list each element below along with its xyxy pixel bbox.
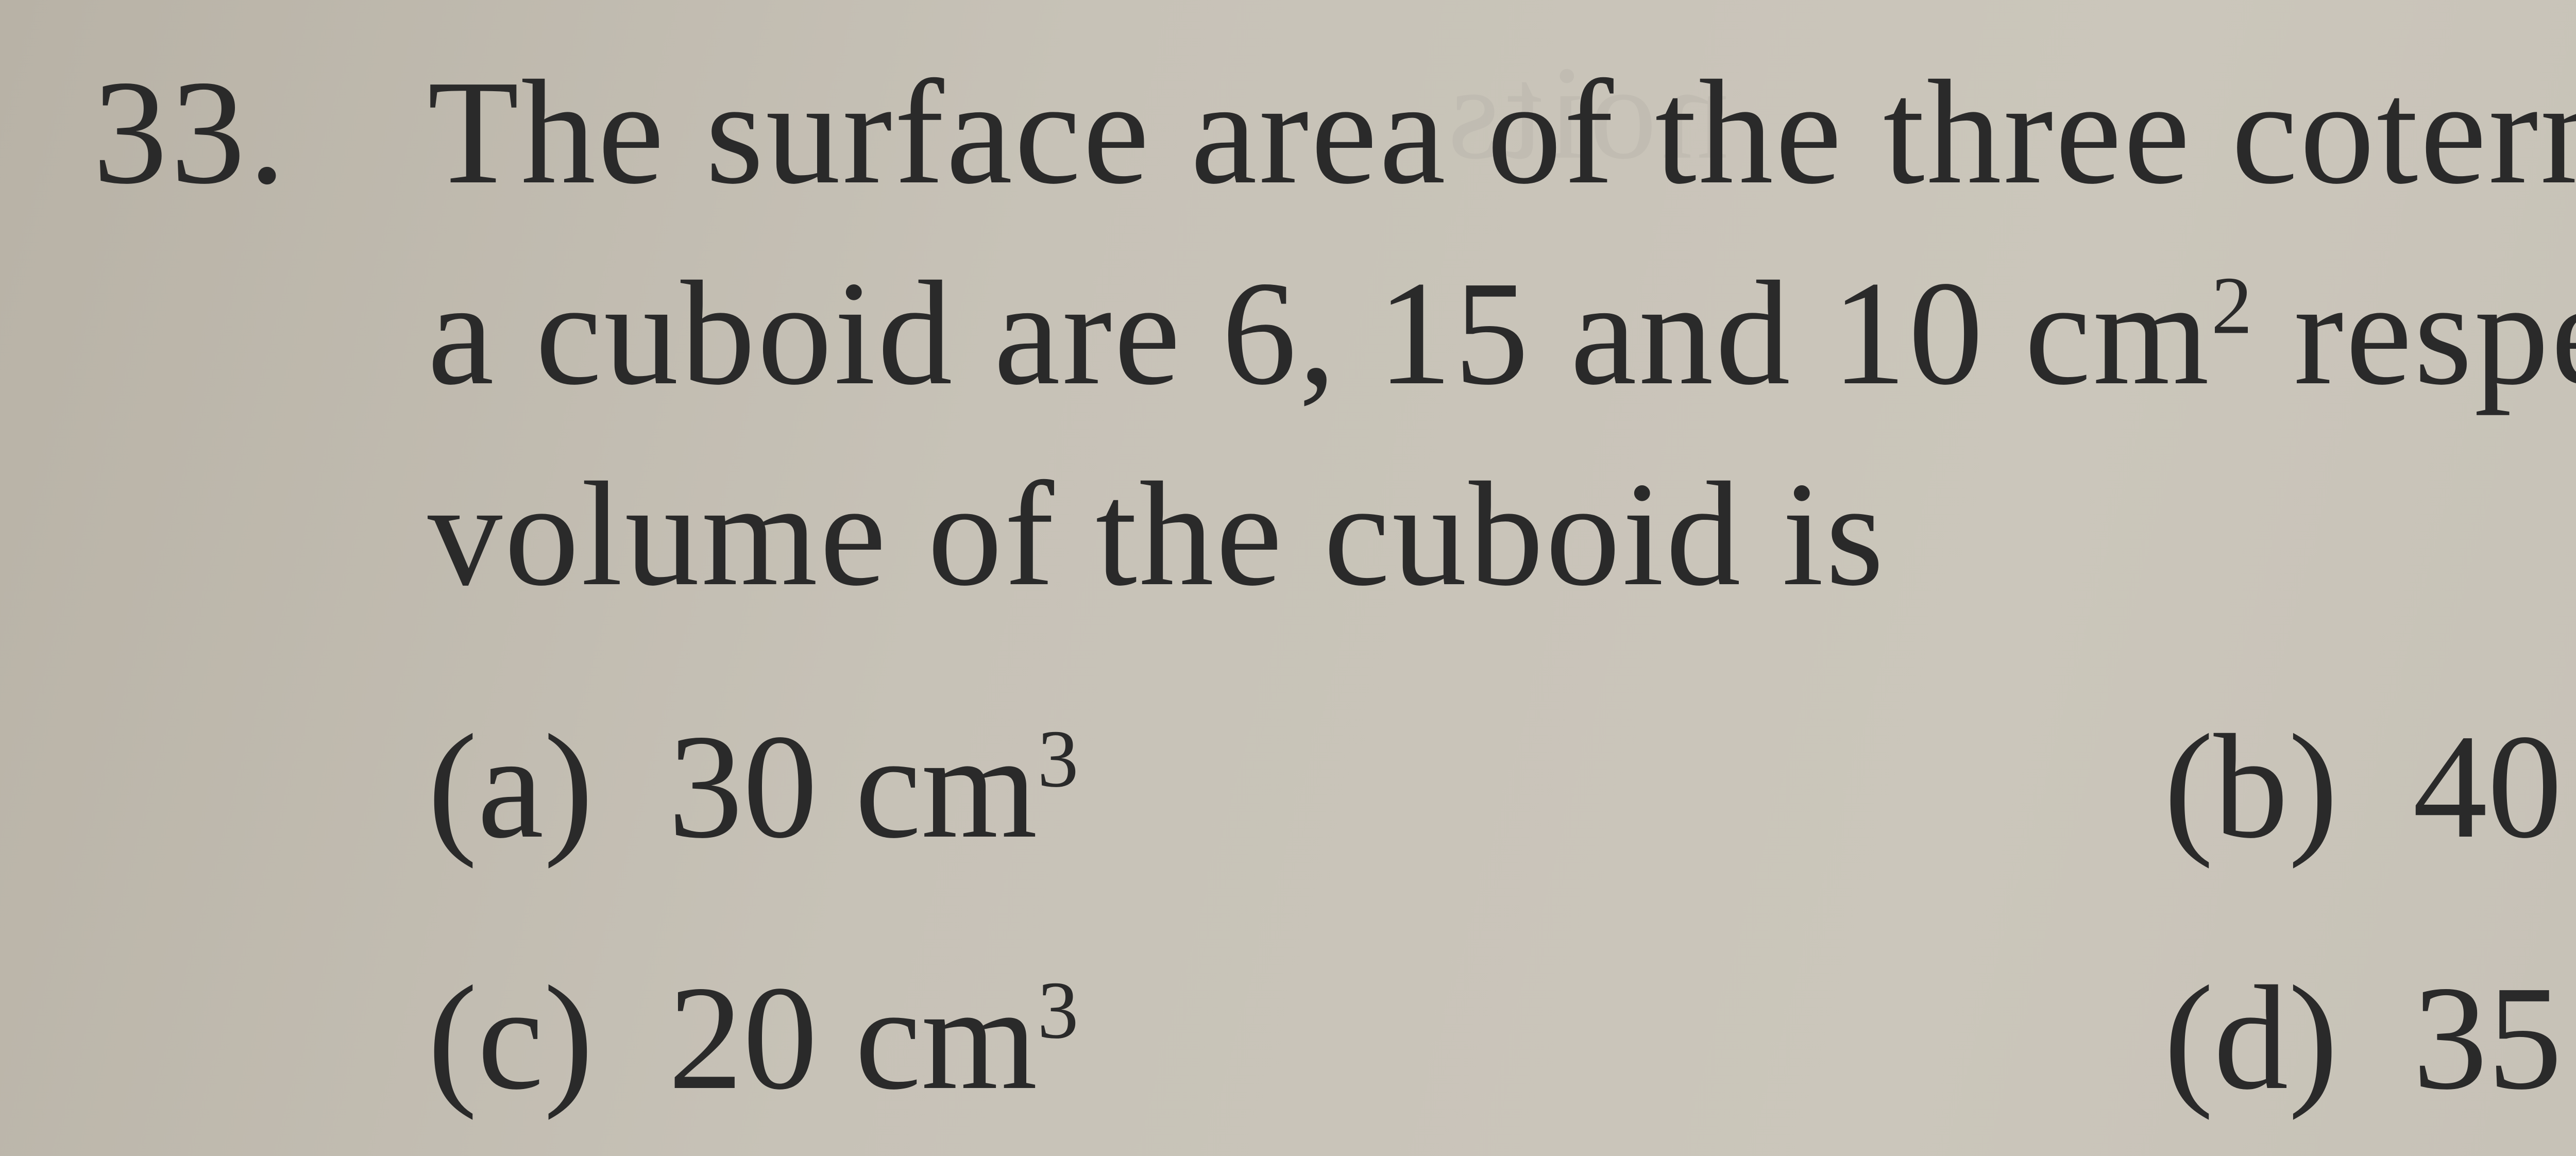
option-d: (d) 35 cm3 bbox=[2164, 943, 2576, 1114]
question-line-1: The surface area of the three coterminus… bbox=[428, 46, 2576, 218]
page: noits orto 33. The surface area of the t… bbox=[0, 0, 2576, 1156]
option-b-label: (b) bbox=[2164, 704, 2338, 869]
question-line-2-pre: a cuboid are 6, 15 and 10 cm bbox=[428, 250, 2211, 416]
question-line-2-post: respectively. The bbox=[2255, 250, 2576, 416]
option-a: (a) 30 cm3 bbox=[428, 701, 1078, 872]
option-b-value: 40 cm bbox=[2413, 704, 2576, 869]
option-c-value: 20 cm bbox=[668, 955, 1038, 1120]
option-b: (b) 40 cm3 bbox=[2164, 701, 2576, 872]
option-d-value: 35 cm bbox=[2413, 955, 2576, 1120]
option-a-exp: 3 bbox=[1038, 713, 1079, 804]
question-number: 33. bbox=[93, 46, 289, 218]
question-line-3: volume of the cuboid is bbox=[428, 448, 1886, 620]
option-c-exp: 3 bbox=[1038, 964, 1079, 1056]
option-d-label: (d) bbox=[2164, 955, 2338, 1120]
option-a-label: (a) bbox=[428, 704, 594, 869]
question-line-2-exp: 2 bbox=[2211, 260, 2255, 351]
question-line-2: a cuboid are 6, 15 and 10 cm2 respective… bbox=[428, 247, 2576, 419]
option-c-label: (c) bbox=[428, 955, 594, 1120]
option-a-value: 30 cm bbox=[668, 704, 1038, 869]
option-c: (c) 20 cm3 bbox=[428, 943, 1078, 1114]
